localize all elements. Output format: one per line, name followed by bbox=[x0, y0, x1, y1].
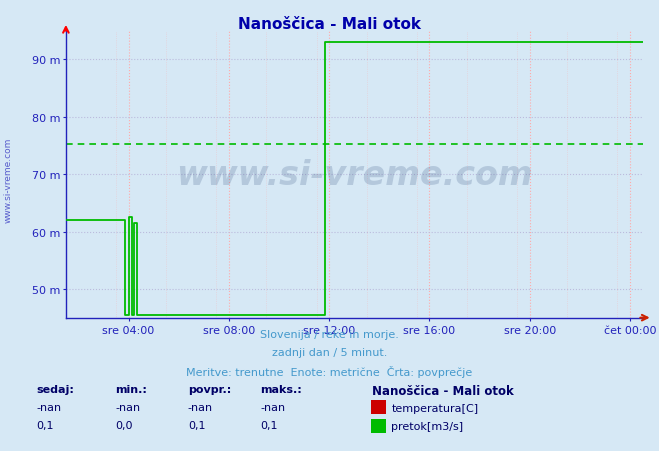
Text: 0,0: 0,0 bbox=[115, 420, 133, 430]
Text: temperatura[C]: temperatura[C] bbox=[391, 403, 478, 413]
Text: Meritve: trenutne  Enote: metrične  Črta: povprečje: Meritve: trenutne Enote: metrične Črta: … bbox=[186, 365, 473, 377]
Text: sedaj:: sedaj: bbox=[36, 384, 74, 394]
Text: 0,1: 0,1 bbox=[260, 420, 278, 430]
Text: zadnji dan / 5 minut.: zadnji dan / 5 minut. bbox=[272, 347, 387, 357]
Text: -nan: -nan bbox=[115, 402, 140, 412]
Text: Slovenija / reke in morje.: Slovenija / reke in morje. bbox=[260, 329, 399, 339]
Text: 0,1: 0,1 bbox=[36, 420, 54, 430]
Text: Nanoščica - Mali otok: Nanoščica - Mali otok bbox=[238, 17, 421, 32]
Text: maks.:: maks.: bbox=[260, 384, 302, 394]
Text: -nan: -nan bbox=[188, 402, 213, 412]
Text: povpr.:: povpr.: bbox=[188, 384, 231, 394]
Text: pretok[m3/s]: pretok[m3/s] bbox=[391, 421, 463, 431]
Text: 0,1: 0,1 bbox=[188, 420, 206, 430]
Text: -nan: -nan bbox=[260, 402, 285, 412]
Text: min.:: min.: bbox=[115, 384, 147, 394]
Text: -nan: -nan bbox=[36, 402, 61, 412]
Text: www.si-vreme.com: www.si-vreme.com bbox=[3, 138, 13, 223]
Text: Nanoščica - Mali otok: Nanoščica - Mali otok bbox=[372, 384, 514, 397]
Text: www.si-vreme.com: www.si-vreme.com bbox=[176, 158, 532, 191]
